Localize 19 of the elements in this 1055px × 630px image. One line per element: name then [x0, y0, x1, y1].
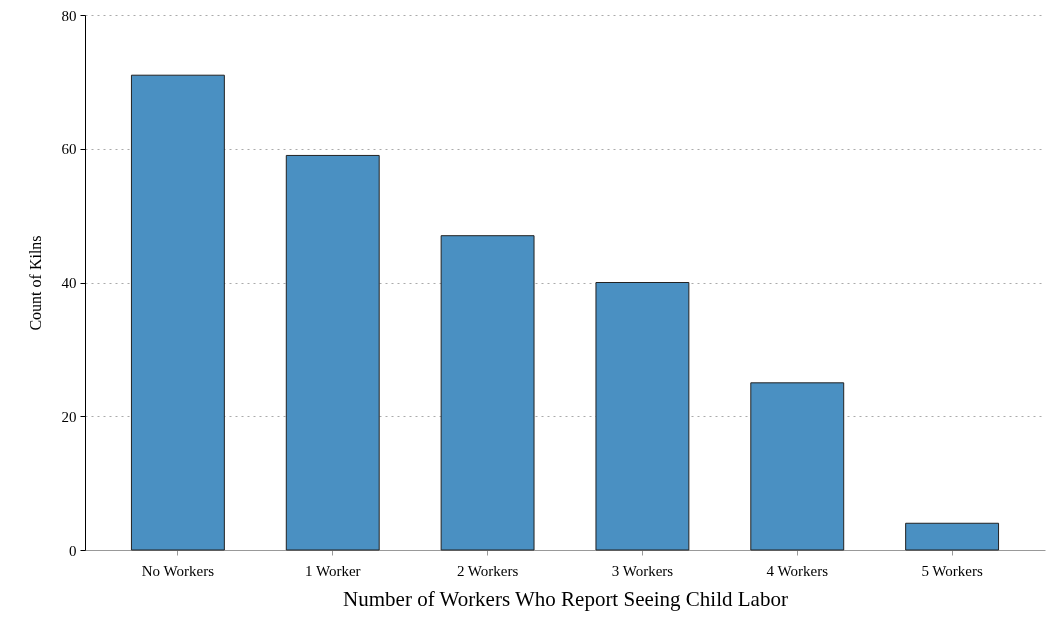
x-tick-label: 2 Workers: [456, 562, 519, 579]
x-tick-label: 5 Workers: [921, 562, 983, 579]
bar: [285, 154, 380, 551]
bar: [750, 382, 845, 551]
x-tick-label: 1 Worker: [304, 562, 361, 579]
x-axis-title: Number of Workers Who Report Seeing Child Labor: [343, 586, 788, 611]
y-tick-label: 0: [69, 542, 77, 559]
bar: [440, 235, 535, 551]
x-tick-label: 3 Workers: [611, 562, 674, 579]
y-tick-label: 60: [61, 141, 77, 158]
bar: [595, 282, 690, 551]
x-tick-label: No Workers: [141, 562, 215, 579]
bar: [130, 74, 225, 551]
y-tick-label: 20: [61, 408, 77, 425]
x-tick-label: 4 Workers: [766, 562, 829, 579]
bar: [905, 522, 1000, 551]
y-tick-label: 40: [61, 275, 77, 291]
y-axis-title: Count of Kilns: [26, 235, 44, 331]
y-tick-label: 80: [61, 7, 77, 24]
